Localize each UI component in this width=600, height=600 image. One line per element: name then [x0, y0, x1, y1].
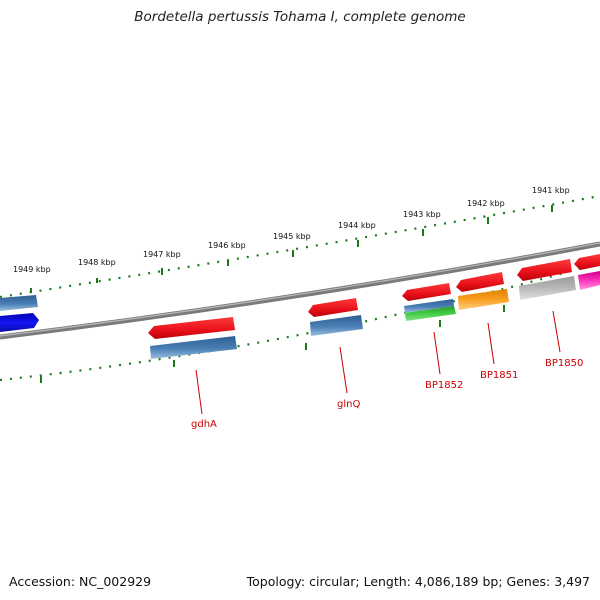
gene-BP1852-blue[interactable]: [404, 299, 454, 313]
genome-backbone: [0, 241, 600, 340]
ruler-labels: 1949 kbp 1948 kbp 1947 kbp 1946 kbp 1945…: [13, 186, 570, 274]
ruler-label-1948: 1948 kbp: [78, 258, 116, 267]
gene-left-blue[interactable]: [0, 295, 38, 311]
label-leaders: [195, 310, 561, 415]
map-title: Bordetella pertussis Tohama I, complete …: [134, 9, 466, 25]
gene-red-1941[interactable]: [517, 259, 572, 281]
gene-left-darkblue[interactable]: [0, 313, 39, 332]
gene-glnQ[interactable]: [310, 315, 363, 336]
genome-summary: Topology: circular; Length: 4,086,189 bp…: [246, 574, 590, 589]
genes: [0, 254, 600, 359]
gene-BP1852-green[interactable]: [405, 306, 456, 321]
gene-labels: gdhA glnQ BP1852 BP1851 BP1850: [191, 358, 583, 430]
inner-ruler: [0, 261, 600, 383]
gene-label-BP1852[interactable]: BP1852: [425, 380, 463, 391]
gene-label-gdhA[interactable]: gdhA: [191, 419, 217, 430]
gene-BP1851[interactable]: [458, 289, 509, 310]
gene-glnQ-red[interactable]: [308, 298, 358, 317]
ruler-label-1942: 1942 kbp: [467, 199, 505, 208]
ruler-label-1941: 1941 kbp: [532, 186, 570, 195]
ruler-label-1946: 1946 kbp: [208, 241, 246, 250]
gene-right-magenta[interactable]: [578, 271, 600, 290]
ruler-label-1947: 1947 kbp: [143, 250, 181, 259]
gene-red-1942[interactable]: [456, 272, 504, 292]
ruler-label-1944: 1944 kbp: [338, 221, 376, 230]
ruler-label-1945: 1945 kbp: [273, 232, 311, 241]
gene-right-red[interactable]: [574, 254, 600, 270]
ruler-label-1949: 1949 kbp: [13, 265, 51, 274]
gene-gdhA[interactable]: [150, 336, 237, 359]
outer-ruler: [0, 194, 600, 299]
accession-text: Accession: NC_002929: [9, 574, 152, 589]
ruler-label-1943: 1943 kbp: [403, 210, 441, 219]
gene-gdhA-red[interactable]: [148, 317, 235, 339]
gene-label-glnQ[interactable]: glnQ: [337, 399, 360, 410]
gene-label-BP1851[interactable]: BP1851: [480, 370, 518, 381]
gene-red-1943[interactable]: [402, 283, 451, 301]
gene-label-BP1850[interactable]: BP1850: [545, 358, 583, 369]
gene-BP1850[interactable]: [519, 276, 576, 300]
